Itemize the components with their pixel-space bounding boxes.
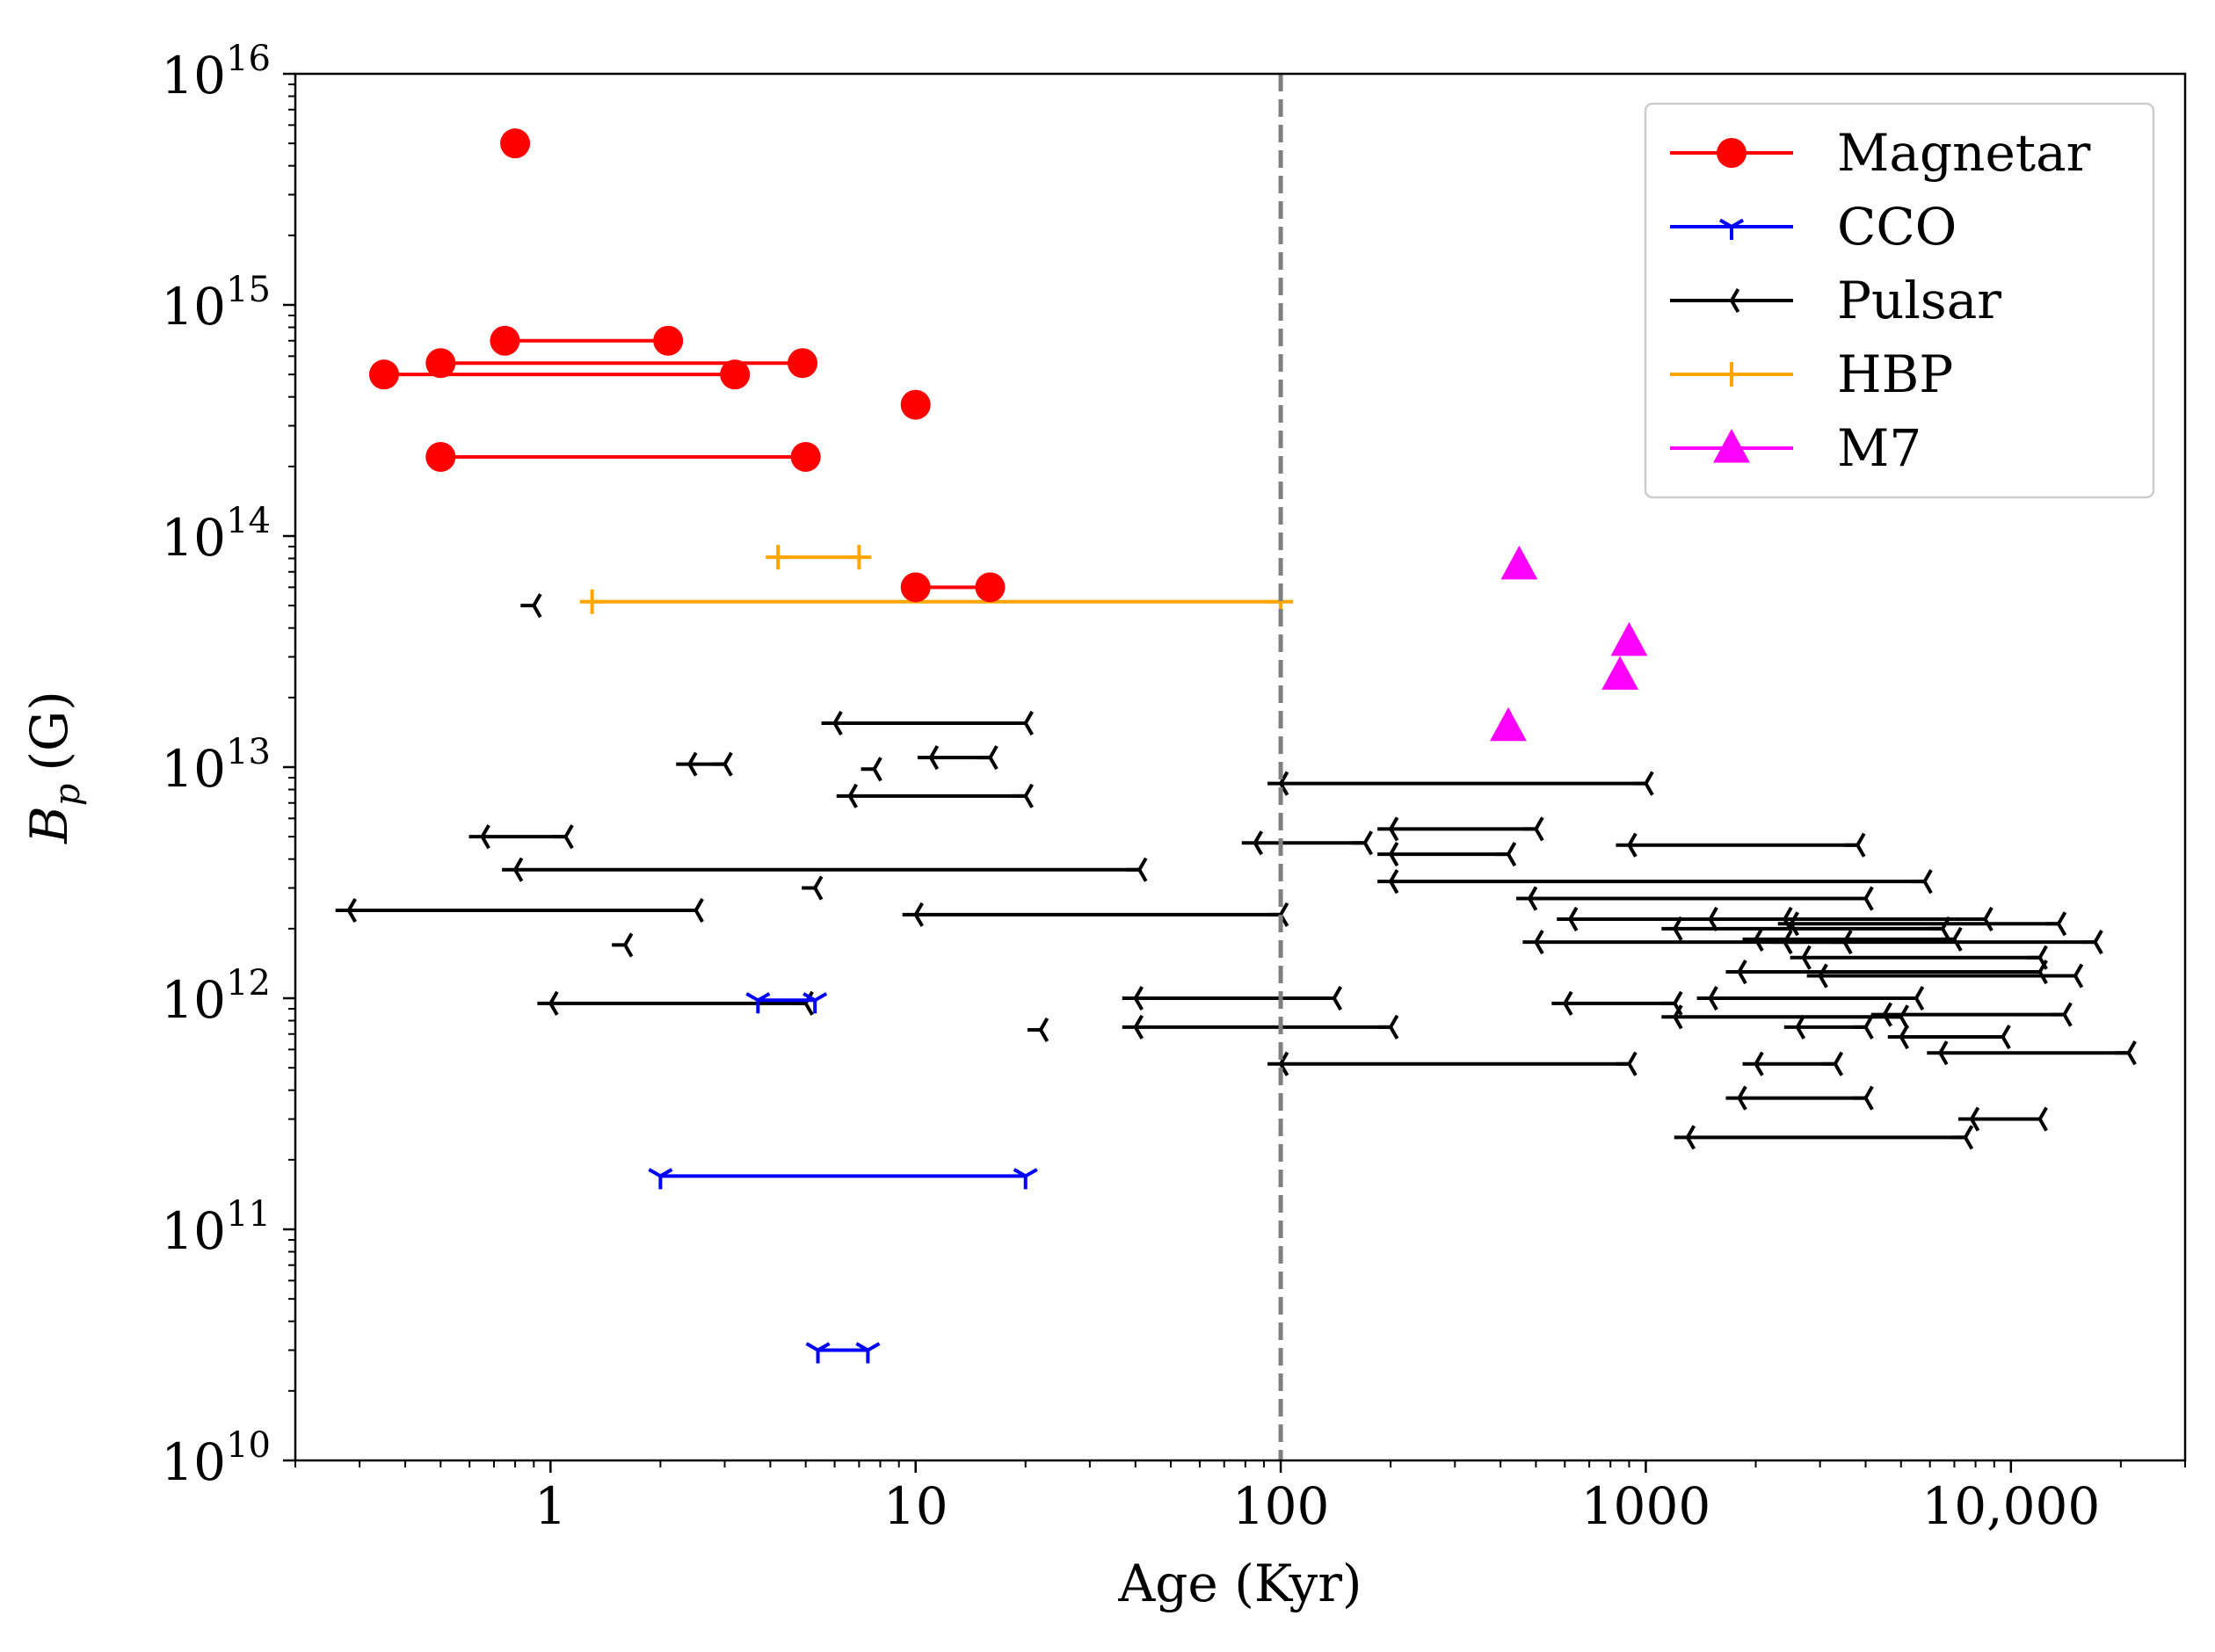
pulsar-point: [1377, 1016, 1398, 1039]
pulsar-point: [1632, 772, 1652, 795]
legend-label-hbp: HBP: [1837, 344, 1953, 404]
pulsar-point: [520, 594, 541, 617]
series-magnetar: [369, 128, 1006, 602]
pulsar-point: [2027, 1107, 2047, 1130]
y-axis-ticks: 1010 1011 1012 1013 1014 1015 1016: [161, 39, 295, 1492]
pulsar-point: [1028, 1018, 1048, 1041]
pulsar-point: [1952, 1126, 1972, 1148]
magnetar-point: [500, 128, 530, 158]
m7-point: [1501, 546, 1538, 580]
pulsar-point: [1972, 908, 1993, 931]
legend-label-m7: M7: [1837, 418, 1921, 478]
pulsar-point: [1321, 987, 1341, 1010]
cco-point: [806, 1344, 829, 1364]
pulsar-point: [2116, 1041, 2136, 1064]
m7-point: [1601, 656, 1638, 690]
magnetar-point: [653, 326, 683, 356]
x-tick-label: 10,000: [1921, 1476, 2100, 1536]
y-tick-label: 1012: [161, 963, 271, 1030]
series-cco: [649, 994, 1036, 1364]
m7-point: [1611, 622, 1648, 656]
pulsar-point: [1522, 817, 1543, 840]
legend-marker-magnetar: [1717, 138, 1747, 168]
x-tick-label: 1: [534, 1476, 567, 1536]
pulsar-point: [1013, 712, 1033, 735]
pulsar-point: [712, 753, 732, 776]
pulsar-point: [1267, 903, 1288, 926]
y-tick-label: 1014: [161, 501, 271, 568]
pulsar-point: [1990, 1025, 2010, 1048]
series-pulsar: [336, 594, 2135, 1148]
pulsar-point: [2045, 912, 2066, 935]
chart: 1 10 100 1000 10,000 10101011101210131014101…: [0, 0, 2215, 1652]
cco-point: [1014, 1170, 1037, 1190]
pulsar-point: [1126, 859, 1146, 881]
pulsar-point: [1616, 1053, 1636, 1076]
x-tick-label: 10: [883, 1476, 948, 1536]
pulsar-point: [683, 899, 703, 922]
pulsar-point: [553, 825, 573, 848]
pulsar-point: [802, 876, 822, 899]
pulsar-point: [977, 746, 997, 769]
pulsar-point: [1822, 1053, 1842, 1076]
x-axis-label: Age (Kyr): [1117, 1554, 1362, 1613]
pulsar-point: [1853, 1016, 1873, 1039]
y-axis-label-unit: (G): [19, 691, 79, 772]
y-axis-label-symbol: B: [19, 806, 79, 844]
cco-point: [649, 1170, 672, 1190]
pulsar-point: [2082, 931, 2102, 953]
magnetar-point: [425, 348, 455, 378]
pulsar-point: [2062, 964, 2082, 987]
pulsar-point: [2027, 960, 2047, 983]
legend-label-pulsar: Pulsar: [1837, 271, 2001, 330]
magnetar-point: [901, 572, 931, 602]
magnetar-point: [788, 348, 817, 378]
legend-label-magnetar: Magnetar: [1837, 123, 2091, 183]
pulsar-point: [612, 933, 632, 956]
magnetar-point: [791, 442, 821, 472]
pulsar-point: [1495, 843, 1515, 866]
y-axis-label-subscript: p: [47, 784, 88, 807]
pulsar-point: [1912, 870, 1932, 893]
y-tick-label: 1016: [161, 39, 271, 105]
pulsar-point: [1844, 834, 1864, 857]
y-tick-label: 1015: [161, 270, 271, 337]
legend-label-cco: CCO: [1837, 197, 1957, 257]
cco-point: [856, 1344, 879, 1364]
magnetar-point: [490, 326, 519, 356]
pulsar-point: [1352, 831, 1372, 854]
legend: Magnetar CCO Pulsar HBP M7: [1645, 104, 2153, 497]
pulsar-point: [2052, 1004, 2072, 1026]
pulsar-point: [1853, 1087, 1873, 1110]
y-tick-label: 1011: [161, 1194, 271, 1261]
series-m7: [1490, 546, 1647, 741]
magnetar-point: [975, 572, 1005, 602]
magnetar-point: [369, 359, 399, 389]
hbp-point: [580, 590, 605, 614]
y-axis-label: Bp (G): [19, 691, 88, 844]
magnetar-point: [425, 442, 455, 472]
y-tick-label: 1013: [161, 732, 271, 799]
series-hbp: [580, 545, 1293, 614]
x-axis-ticks: 1 10 100 1000 10,000: [295, 1460, 2185, 1536]
x-tick-label: 1000: [1581, 1476, 1711, 1536]
pulsar-point: [1853, 888, 1873, 910]
hbp-point: [766, 545, 790, 569]
y-tick-label: 1010: [161, 1425, 271, 1492]
hbp-point: [846, 545, 871, 569]
m7-point: [1490, 707, 1527, 742]
pulsar-point: [861, 757, 882, 780]
x-tick-label: 100: [1232, 1476, 1330, 1536]
magnetar-point: [901, 390, 931, 420]
pulsar-point: [1013, 785, 1033, 808]
